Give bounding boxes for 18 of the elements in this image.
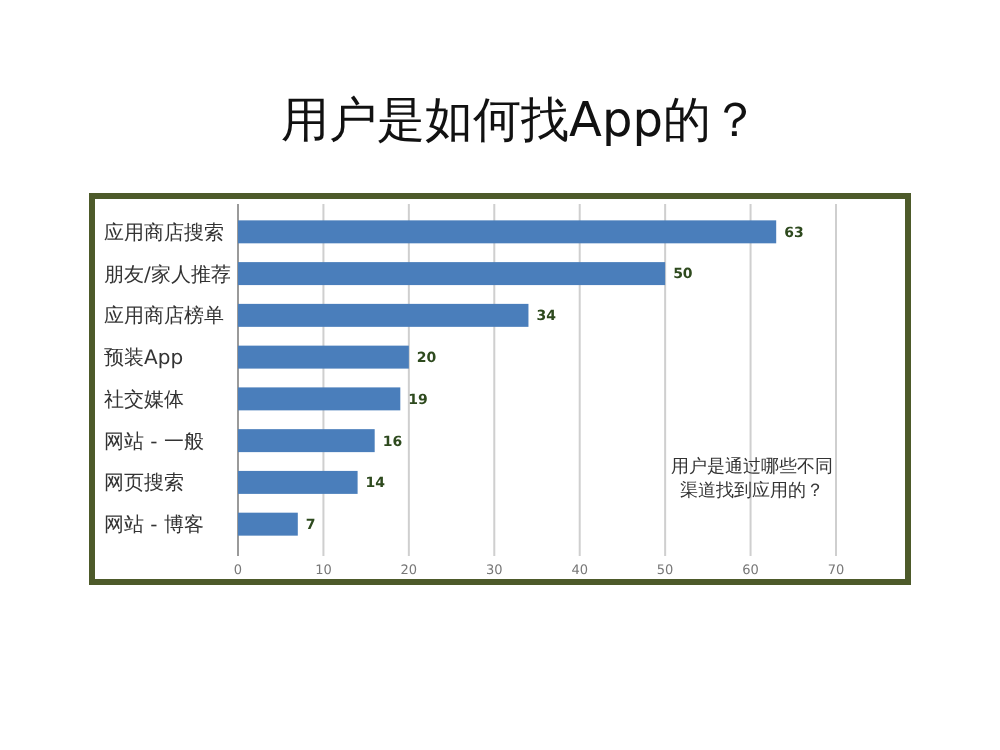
bar — [238, 387, 401, 411]
y-tick-label: 网站 - 一般 — [104, 429, 204, 454]
y-tick-label: 预装App — [104, 346, 184, 371]
chart-title: 用户是如何找App的？ — [281, 92, 759, 148]
y-tick-label: 社交媒体 — [104, 387, 184, 412]
y-tick-label: 应用商店搜索 — [104, 220, 224, 245]
bar — [238, 303, 529, 327]
y-tick-label: 网页搜索 — [104, 471, 184, 496]
bar — [238, 262, 666, 286]
y-tick-label: 网站 - 博客 — [104, 513, 204, 538]
bar — [238, 512, 298, 536]
bar — [238, 220, 777, 244]
y-tick-label: 应用商店榜单 — [104, 304, 224, 329]
y-tick-label: 朋友/家人推荐 — [104, 262, 231, 287]
annotation: 用户是通过哪些不同渠道找到应用的？ — [671, 456, 833, 502]
bar — [238, 429, 375, 453]
bar — [238, 345, 409, 369]
bar — [238, 470, 358, 494]
